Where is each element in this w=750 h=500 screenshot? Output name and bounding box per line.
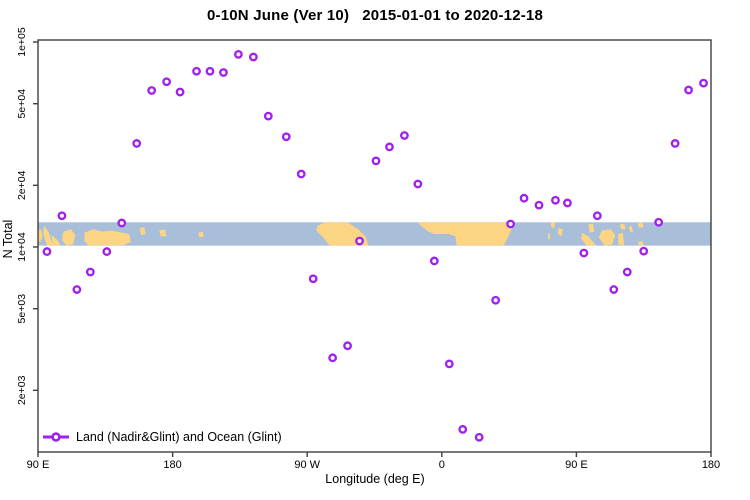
land-polygon [84,229,131,246]
land-polygon [598,229,616,246]
data-point [219,68,228,77]
y-tick-label: 1e+04 [16,232,28,262]
data-point [684,85,693,95]
data-point [175,87,185,97]
land-polygon [637,222,644,229]
y-tick-label: 1e+05 [16,27,28,57]
data-point [147,86,157,95]
y-tick-label: 5e+04 [16,89,28,119]
data-point [413,179,423,189]
data-point [85,267,95,277]
data-point [263,111,273,121]
data-point [234,49,243,59]
data-point [458,424,468,434]
land-polygon [51,235,61,246]
legend-marker-circle [51,432,61,442]
y-tick-label: 5e+03 [16,294,28,324]
land-polygon [580,232,596,246]
x-tick-label: 90 E [565,459,588,471]
y-tick-label: 2e+03 [16,375,28,405]
map-band-ocean [38,222,711,246]
x-tick-label: 90 E [27,459,50,471]
land-polygon [38,229,43,243]
land-polygon [637,240,644,246]
land-polygon [588,223,595,233]
data-point [328,353,338,363]
y-axis-label: N Total [1,219,15,259]
data-point [42,247,52,256]
data-point [534,200,544,210]
data-point [563,198,572,208]
land-polygon [61,229,76,246]
data-point [519,193,529,203]
x-tick-label: 180 [702,459,720,471]
data-point [248,52,258,62]
x-tick-label: 0 [439,459,445,471]
land-polygon [628,225,634,233]
land-polygon [618,232,625,246]
data-point [429,256,439,266]
data-point [579,248,589,258]
x-tick-label: 180 [163,459,181,471]
data-point [343,341,352,351]
data-point [491,295,501,305]
data-point [670,139,680,148]
land-polygon [139,226,146,236]
data-point [622,267,632,277]
data-point [609,285,619,294]
data-point [654,217,664,227]
plot-frame [37,39,712,453]
land-polygon [547,232,551,240]
land-polygon [550,222,556,229]
land-polygon [159,229,167,237]
data-point [102,247,112,256]
data-point [444,359,454,369]
data-point [205,66,215,76]
land-polygon [619,223,626,230]
data-point [551,195,560,205]
data-point [385,142,394,152]
land-polygon [43,225,55,246]
data-point [355,236,364,246]
data-point [474,432,484,442]
data-point [132,139,142,148]
data-point [72,285,82,294]
data-point [281,132,291,142]
data-point [57,211,67,221]
chart-title: 0-10N June (Ver 10) 2015-01-01 to 2020-1… [206,7,544,24]
data-point [117,218,127,228]
data-point [192,66,201,76]
y-tick-label: 2e+04 [16,170,28,200]
data-point [308,274,318,284]
land-polygon [417,222,516,246]
data-point [400,131,409,140]
data-point [296,169,306,179]
x-axis-label: Longitude (deg E) [325,472,425,486]
data-point [371,156,381,166]
x-tick-label: 90 W [294,459,320,471]
land-polygon [198,231,205,238]
data-point [506,219,515,229]
data-point [639,246,649,256]
legend-label: Land (Nadir&Glint) and Ocean (Glint) [76,430,282,444]
data-point [162,77,172,87]
data-point [699,78,708,88]
land-polygon [557,228,563,237]
data-point [592,211,602,221]
